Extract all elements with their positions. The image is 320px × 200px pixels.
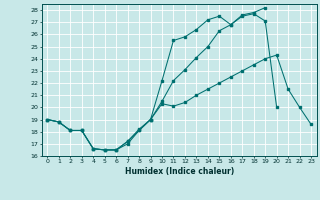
X-axis label: Humidex (Indice chaleur): Humidex (Indice chaleur): [124, 167, 234, 176]
